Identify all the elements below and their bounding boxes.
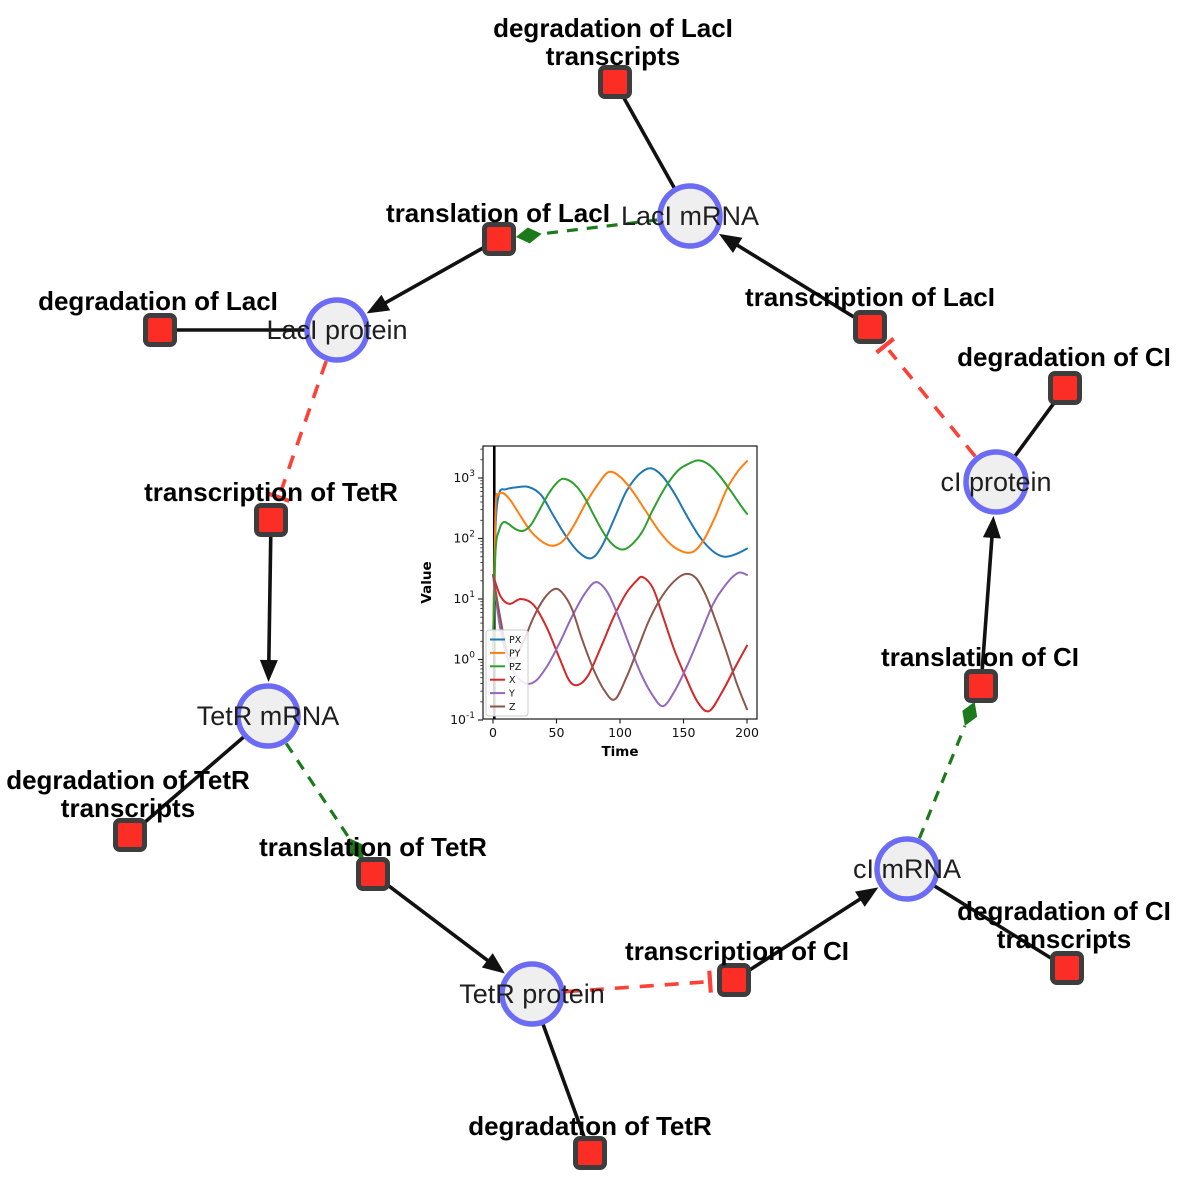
reaction-label-transcription-of-ci: transcription of CI xyxy=(625,936,849,966)
x-tick-label: 0 xyxy=(489,725,497,740)
x-axis-title: Time xyxy=(601,744,638,760)
reaction-node-translation-of-laci[interactable] xyxy=(482,222,516,256)
reaction-label-degradation-of-tetr: degradation of TetR xyxy=(468,1111,712,1141)
reaction-node-degradation-of-tetr[interactable] xyxy=(573,1136,607,1170)
edge-transcription-of-laci-laci-mrna-arrowhead xyxy=(718,233,743,254)
edge-ci-mrna-translation-of-ci xyxy=(917,725,967,840)
reaction-node-degradation-of-laci-transcripts[interactable] xyxy=(598,65,632,99)
reaction-node-transcription-of-ci[interactable] xyxy=(717,963,751,997)
species-node-ci-protein[interactable] xyxy=(963,449,1029,515)
reaction-label-degradation-of-ci-transcripts-line1: degradation of CI xyxy=(957,896,1171,926)
edge-tetr-mrna-translation-of-tetr-diamond xyxy=(349,838,364,860)
reaction-label-transcription-of-laci: transcription of LacI xyxy=(745,282,995,312)
x-tick-label: 200 xyxy=(735,725,759,740)
reaction-node-degradation-of-ci[interactable] xyxy=(1048,371,1082,405)
edge-transcription-of-ci-ci-mrna xyxy=(733,891,871,982)
reaction-label-translation-of-ci: translation of CI xyxy=(881,642,1079,672)
species-label-ci-mrna: cI mRNA xyxy=(853,854,961,884)
legend-label-z: Z xyxy=(509,702,516,713)
edge-laci-protein-transcription-of-tetr-tee xyxy=(267,491,290,503)
reaction-label-degradation-of-laci-transcripts-line1: degradation of LacI xyxy=(493,13,733,43)
legend-label-py: PY xyxy=(509,648,521,659)
species-node-tetr-mrna[interactable] xyxy=(235,683,301,749)
y-axis-title: Value xyxy=(419,561,435,603)
y-tick-label: 101 xyxy=(453,590,475,606)
edge-laci-protein-transcription-of-tetr xyxy=(279,360,328,493)
species-node-tetr-protein[interactable] xyxy=(499,961,565,1027)
species-label-tetr-mrna: TetR mRNA xyxy=(197,701,340,731)
series-x xyxy=(492,573,748,713)
legend-box xyxy=(485,629,529,717)
edge-translation-of-laci-laci-protein-arrowhead xyxy=(366,294,391,314)
edge-translation-of-ci-ci-protein-arrowhead xyxy=(982,515,1001,539)
reaction-label-degradation-of-tetr-transcripts-line2: transcripts xyxy=(61,793,195,823)
reaction-label-degradation-of-ci: degradation of CI xyxy=(957,342,1171,372)
edge-translation-of-ci-ci-protein xyxy=(979,525,995,687)
edge-translation-of-tetr-tetr-protein-arrowhead xyxy=(481,953,505,974)
edge-transcription-of-ci-ci-mrna-arrowhead xyxy=(855,887,879,907)
reaction-label-translation-of-laci: translation of LacI xyxy=(386,198,610,228)
edge-tetr-protein-transcription-of-ci-tee xyxy=(707,970,713,993)
timeseries-plot: 0 50 100 150 20010-1100101102103TimeValuePXP… xyxy=(419,445,759,760)
legend-label-y: Y xyxy=(508,689,515,700)
reaction-node-transcription-of-tetr[interactable] xyxy=(254,503,288,537)
reaction-node-translation-of-ci[interactable] xyxy=(964,669,998,703)
edge-translation-of-tetr-tetr-protein xyxy=(371,872,498,969)
legend-label-pz: PZ xyxy=(509,662,522,673)
legend: PX PY PZ XYZ xyxy=(485,629,529,717)
y-tick-label: 100 xyxy=(453,651,475,667)
nodes-layer xyxy=(113,65,1084,1170)
edge-ci-protein-transcription-of-laci-tee xyxy=(875,337,895,355)
edge-transcription-of-tetr-tetr-mrna-arrowhead xyxy=(259,659,278,683)
species-node-ci-mrna[interactable] xyxy=(874,836,940,902)
edge-ci-mrna-translation-of-ci-diamond xyxy=(962,701,978,726)
species-label-laci-mrna: LacI mRNA xyxy=(621,201,759,231)
plot-frame xyxy=(482,445,758,720)
edge-laci-mrna-translation-of-laci-diamond xyxy=(515,227,542,244)
y-tick-label: 103 xyxy=(453,469,475,485)
reaction-node-degradation-of-tetr-transcripts[interactable] xyxy=(113,818,147,852)
edge-tetr-mrna-translation-of-tetr xyxy=(284,742,351,840)
reaction-label-transcription-of-tetr: transcription of TetR xyxy=(144,477,398,507)
x-tick-label: 100 xyxy=(608,725,632,740)
x-tick-label: 150 xyxy=(672,725,696,740)
x-tick-label: 50 xyxy=(549,725,565,740)
reaction-node-degradation-of-ci-transcripts[interactable] xyxy=(1050,951,1084,985)
species-label-ci-protein: cI protein xyxy=(940,467,1051,497)
species-node-laci-mrna[interactable] xyxy=(657,183,723,249)
reaction-label-degradation-of-ci-transcripts-line2: transcripts xyxy=(997,924,1131,954)
species-node-laci-protein[interactable] xyxy=(304,297,370,363)
reaction-label-translation-of-tetr: translation of TetR xyxy=(259,832,487,862)
species-label-laci-protein: LacI protein xyxy=(266,315,407,345)
y-tick-label: 102 xyxy=(453,530,475,546)
y-tick-label: 10-1 xyxy=(450,711,475,727)
labels-layer: LacI mRNA LacI protein cI protein TetR mRNA… xyxy=(6,13,1171,1141)
legend-label-px: PX xyxy=(509,635,522,646)
series-py xyxy=(492,460,748,650)
reaction-node-degradation-of-laci[interactable] xyxy=(143,313,177,347)
series-pz xyxy=(492,459,748,650)
edge-translation-of-laci-laci-protein xyxy=(374,237,500,311)
edge-transcription-of-laci-laci-mrna xyxy=(726,237,871,329)
edge-ci-protein-transcription-of-laci xyxy=(887,349,977,458)
reaction-label-degradation-of-laci-transcripts-line2: transcripts xyxy=(546,41,680,71)
reaction-node-translation-of-tetr[interactable] xyxy=(356,857,390,891)
legend-label-x: X xyxy=(509,675,516,686)
edge-transcription-of-tetr-tetr-mrna xyxy=(266,519,273,673)
reaction-label-degradation-of-laci: degradation of LacI xyxy=(38,286,278,316)
reaction-label-degradation-of-tetr-transcripts-line1: degradation of TetR xyxy=(6,765,250,795)
series-px xyxy=(492,467,748,650)
species-label-tetr-protein: TetR protein xyxy=(459,979,605,1009)
reaction-node-transcription-of-laci[interactable] xyxy=(853,310,887,344)
